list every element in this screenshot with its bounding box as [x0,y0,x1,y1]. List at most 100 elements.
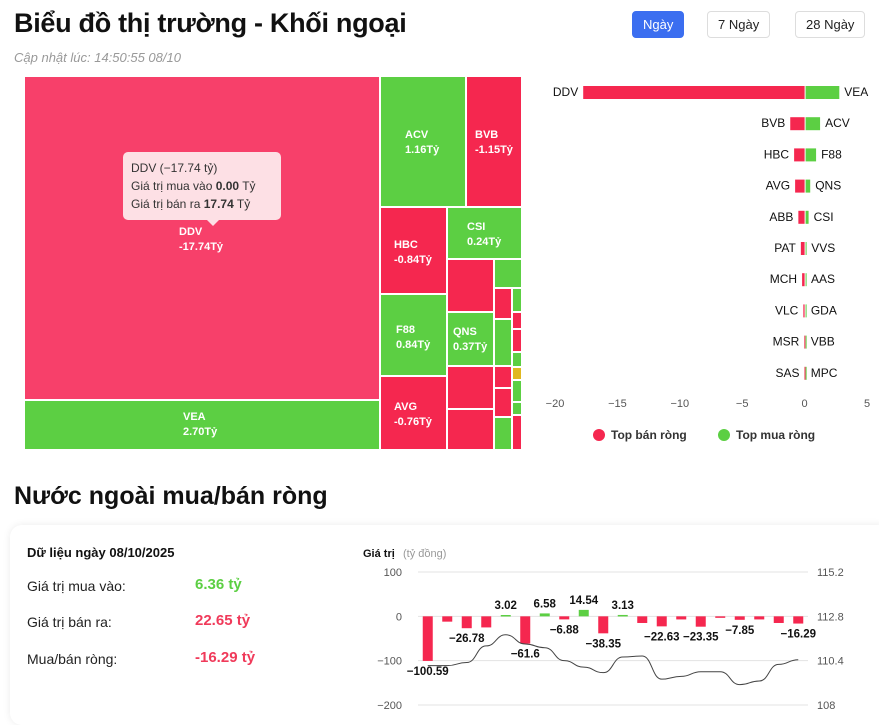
page-title: Biểu đồ thị trường - Khối ngoại [14,8,407,38]
tab-day[interactable]: Ngày [632,11,685,38]
flow-data-label: −16.29 [781,629,817,641]
treemap-cell-small[interactable] [512,380,522,402]
flow-bar [793,616,804,624]
x-tick-label: −15 [608,398,627,410]
bar-sell [795,179,805,193]
flow-bar [500,614,511,617]
bar-label-buy: VEA [844,85,868,99]
sell-label: Giá trị bán ra: [27,614,112,630]
tab-7-days[interactable]: 7 Ngày [707,11,771,38]
cell-code: HBC [394,239,418,251]
buy-value: 6.36 tỷ [195,576,242,593]
treemap-cell-bvb[interactable]: BVB -1.15Tỷ [466,76,522,207]
treemap-cell-small[interactable] [494,366,512,388]
legend-buy[interactable]: Top mua ròng [718,428,815,442]
bar-label-sell: DDV [553,85,578,99]
treemap-cell-small[interactable] [494,417,512,450]
flow-bar [656,616,667,627]
treemap-cell-small[interactable] [512,288,522,312]
legend-sell[interactable]: Top bán ròng [593,428,687,442]
bar-buy [805,210,809,224]
tooltip-title: DDV (−17.74 tỷ) [131,161,218,175]
bar-sell [583,86,805,99]
flow-data-label: −7.85 [725,625,755,637]
bar-label-buy: F88 [821,147,842,161]
tooltip-buy: Giá trị mua vào 0.00 Tỷ [131,179,256,193]
flow-data-label: −100.59 [407,666,449,678]
bar-sell [798,210,805,224]
bar-label-sell: AVG [766,179,790,193]
treemap-cell-acv[interactable]: ACV 1.16Tỷ [380,76,466,207]
flow-bar [773,616,784,623]
treemap-cell-small[interactable] [447,259,494,312]
flow-bar [734,616,745,620]
treemap-cell-small[interactable] [494,259,522,288]
treemap-cell-hbc[interactable]: HBC -0.84Tỷ [380,207,447,294]
cell-value: 1.16Tỷ [405,144,440,156]
treemap-cell-small[interactable] [512,367,522,380]
flow-data-label: 3.02 [495,600,517,612]
treemap-cell-small[interactable] [447,409,494,450]
sell-value: 22.65 tỷ [195,612,251,629]
bar-label-buy: GDA [811,303,837,317]
flow-bar [442,616,453,622]
x-tick-label: 5 [864,398,870,410]
bar-label-sell: PAT [774,241,796,255]
flow-data-label: 6.58 [534,598,557,610]
treemap-cell-avg[interactable]: AVG -0.76Tỷ [380,376,447,450]
treemap-cell-vea[interactable]: VEA 2.70Tỷ [24,400,380,450]
cell-value: -0.84Tỷ [394,254,432,266]
bar-sell [803,304,805,318]
bar-buy [805,117,821,131]
treemap-cell-small[interactable] [494,288,512,319]
treemap-cell-small[interactable] [512,402,522,415]
bar-buy [805,335,807,349]
cell-value: -17.74Tỷ [179,241,224,253]
bar-label-sell: BVB [761,116,785,130]
y-tick-label: 100 [384,567,402,579]
index-line [427,634,799,686]
cell-code: AVG [394,401,418,413]
tab-28-days[interactable]: 28 Ngày [795,11,866,38]
flow-bar [481,616,492,628]
treemap-cell-f88[interactable]: F88 0.84Tỷ [380,294,447,376]
flow-bar [422,616,433,661]
bar-buy [805,179,811,193]
flow-data-label: −61.6 [511,649,540,661]
date-title: Dữ liệu ngày 08/10/2025 [27,545,175,560]
treemap-cell-small[interactable] [447,366,494,409]
flow-data-label: −22.63 [644,631,680,643]
bar-buy [805,148,817,162]
bar-sell [804,335,806,349]
net-value: -16.29 tỷ [195,649,256,666]
cell-code: VEA [183,411,206,423]
x-tick-label: −10 [670,398,689,410]
treemap-cell-small[interactable] [512,415,522,450]
treemap-cell-small[interactable] [512,352,522,367]
flow-data-label: 3.13 [612,600,634,612]
bar-buy [805,242,807,255]
bar-buy [805,86,840,99]
flow-bar [559,616,570,620]
treemap-cell-qns[interactable]: QNS 0.37Tỷ [447,312,494,366]
treemap-cell-small[interactable] [512,329,522,352]
bar-label-sell: VLC [775,303,799,317]
net-label: Mua/bán ròng: [27,651,118,667]
flow-bar [539,613,550,617]
treemap-cell-small[interactable] [494,319,512,366]
treemap-cell-small[interactable] [494,388,512,417]
cell-code: BVB [475,129,499,141]
y2-tick-label: 112.8 [817,611,844,623]
buy-label: Giá trị mua vào: [27,578,126,594]
flow-data-label: −23.35 [683,632,719,644]
treemap-cell-ddv[interactable]: DDV -17.74Tỷ [24,76,380,400]
bar-label-buy: MPC [811,366,838,380]
net-flow-chart: Giá trị (tỷ đồng)100 115.2 0 112.8 −100 110.4 −… [363,548,844,712]
bar-label-buy: QNS [815,179,841,193]
bar-sell [800,242,805,255]
y2-tick-label: 115.2 [817,567,844,579]
cell-value: 2.70Tỷ [183,426,218,438]
treemap-cell-csi[interactable]: CSI 0.24Tỷ [447,207,522,259]
x-tick-label: −5 [736,398,749,410]
treemap-cell-small[interactable] [512,312,522,329]
